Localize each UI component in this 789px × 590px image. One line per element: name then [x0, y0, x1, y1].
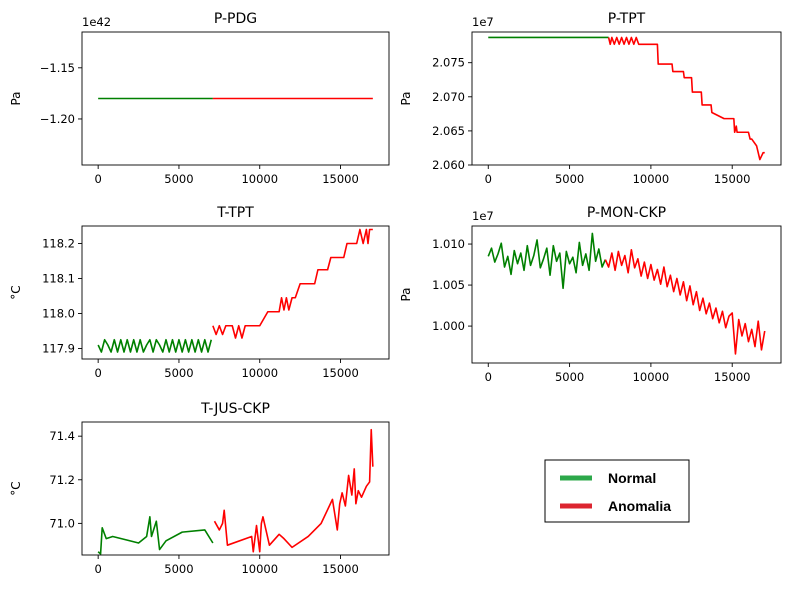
y-tick-label: 118.0 [42, 307, 75, 321]
y-tick-label: 1.000 [432, 319, 465, 333]
series-line-anomaly [212, 228, 373, 339]
x-tick-label: 10000 [241, 562, 278, 576]
y-tick-label: 118.1 [42, 272, 75, 286]
y-tick-label: 1.005 [432, 278, 465, 292]
series-line-anomaly [607, 36, 765, 161]
subplot-title: T-TPT [216, 205, 254, 221]
subplot-5: 0 5000 10000 15000 71.0 71.2 71.4 T-JUS-CKP °C [9, 401, 390, 576]
y-tick-label: 71.0 [49, 516, 75, 530]
subplot-title: P-TPT [608, 11, 646, 27]
legend: Normal Anomalia [544, 459, 690, 523]
x-tick-label: 0 [94, 172, 101, 186]
y-tick-label: 1.010 [432, 237, 465, 251]
subplot-title: P-PDG [214, 11, 257, 27]
subplot-title: T-JUS-CKP [200, 401, 270, 417]
axes-frame [81, 31, 390, 166]
series-line-normal [97, 516, 214, 555]
subplot-title: P-MON-CKP [587, 205, 666, 221]
x-tick-label: 5000 [164, 366, 193, 380]
x-tick-label: 0 [485, 370, 492, 384]
x-tick-label: 10000 [241, 366, 278, 380]
axes-frame [471, 31, 782, 166]
x-tick-label: 15000 [322, 172, 359, 186]
y-tick-label: −1.15 [40, 61, 75, 75]
series-line-normal [487, 232, 607, 290]
series-line-anomaly [213, 428, 374, 553]
axis-offset-text: 1e7 [472, 209, 494, 223]
subplot-4: 0 5000 10000 15000 1.000 1.005 1.010 P-MON-CKP P… [399, 205, 782, 384]
legend-label-anomaly: Anomalia [608, 498, 671, 514]
y-axis-label: Pa [399, 91, 413, 105]
x-tick-label: 15000 [714, 370, 751, 384]
y-axis-label: °C [9, 285, 23, 299]
x-tick-label: 10000 [633, 370, 670, 384]
x-tick-label: 15000 [322, 366, 359, 380]
axes-frame [471, 225, 782, 364]
legend-label-normal: Normal [608, 470, 656, 486]
axis-offset-text: 1e42 [82, 15, 111, 29]
subplot-1: 0 5000 10000 15000 −1.15 −1.20 P-PDG Pa 1e42 [9, 11, 390, 186]
x-tick-label: 0 [94, 366, 101, 380]
x-tick-label: 10000 [241, 172, 278, 186]
subplot-3: 0 5000 10000 15000 117.9 118.0 118.1 118.2 T-TPT… [9, 205, 390, 380]
x-tick-label: 0 [485, 172, 492, 186]
x-tick-label: 5000 [555, 172, 584, 186]
y-tick-label: −1.20 [40, 112, 75, 126]
y-tick-label: 71.2 [49, 473, 75, 487]
axes-frame [81, 225, 390, 360]
y-axis-label: Pa [9, 91, 23, 105]
x-tick-label: 5000 [164, 172, 193, 186]
y-tick-label: 71.4 [49, 429, 75, 443]
y-tick-label: 2.075 [432, 56, 465, 70]
series-line-anomaly [604, 248, 766, 355]
y-tick-label: 2.060 [432, 158, 465, 172]
y-axis-label: Pa [399, 287, 413, 301]
x-tick-label: 5000 [555, 370, 584, 384]
series-line-normal [97, 338, 213, 353]
y-tick-label: 2.065 [432, 124, 465, 138]
x-tick-label: 10000 [633, 172, 670, 186]
x-tick-label: 15000 [322, 562, 359, 576]
x-tick-label: 5000 [164, 562, 193, 576]
axes-frame [81, 421, 390, 556]
legend-box [544, 459, 690, 523]
axis-offset-text: 1e7 [472, 15, 494, 29]
y-tick-label: 118.2 [42, 237, 75, 251]
subplot-2: 0 5000 10000 15000 2.060 2.065 2.070 2.075 P-TPT… [399, 11, 782, 186]
y-tick-label: 117.9 [42, 342, 75, 356]
x-tick-label: 15000 [714, 172, 751, 186]
y-axis-label: °C [9, 481, 23, 495]
y-tick-label: 2.070 [432, 90, 465, 104]
x-tick-label: 0 [94, 562, 101, 576]
